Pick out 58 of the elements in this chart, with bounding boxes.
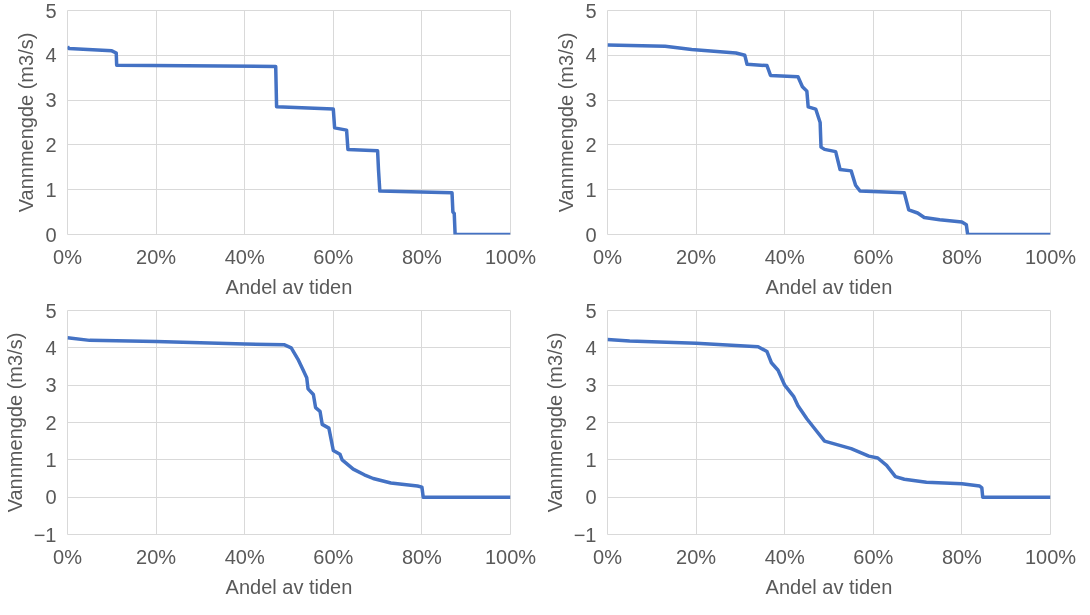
x-tick-label: 60% [313,545,354,568]
x-tick-label: 80% [941,545,983,568]
y-tick-label: 5 [45,299,57,322]
y-tick-label: 0 [585,223,597,246]
x-axis-title: Andel av tiden [225,275,353,298]
y-tick-label: 2 [45,411,57,434]
y-axis-title: Vannmengde (m3/s) [543,332,566,513]
x-axis-title: Andel av tiden [765,575,893,598]
y-tick-label: −1 [33,523,57,546]
x-tick-label: 100% [484,245,537,268]
x-tick-label: 0% [593,545,623,568]
y-tick-label: 1 [45,178,57,201]
y-tick-label: 1 [45,448,57,471]
y-tick-label: 3 [45,374,57,397]
x-tick-label: 80% [941,245,983,268]
x-tick-label: 20% [136,545,177,568]
y-tick-label: 0 [45,486,57,509]
x-tick-label: 100% [1024,245,1077,268]
y-tick-label: 4 [45,44,57,67]
x-tick-label: 60% [853,245,894,268]
y-tick-label: 4 [45,336,57,359]
x-tick-label: 20% [136,245,177,268]
y-tick-label: −1 [573,523,597,546]
y-tick-label: 0 [585,486,597,509]
x-tick-label: 20% [676,245,717,268]
y-tick-label: 0 [45,223,57,246]
y-tick-label: 5 [585,299,597,322]
x-tick-label: 100% [1024,545,1077,568]
y-tick-label: 5 [585,0,597,22]
x-tick-label: 20% [676,545,717,568]
y-axis-title: Vannmengde (m3/s) [3,332,26,513]
y-axis-title: Vannmengde (m3/s) [15,32,38,213]
y-tick-label: 5 [45,0,57,22]
x-tick-label: 0% [593,245,623,268]
y-tick-label: 1 [585,178,597,201]
y-tick-label: 3 [585,89,597,112]
y-tick-label: 3 [585,374,597,397]
x-tick-label: 100% [484,545,537,568]
x-tick-label: 80% [401,545,443,568]
x-tick-label: 40% [764,245,805,268]
y-tick-label: 2 [585,133,597,156]
y-tick-label: 1 [585,448,597,471]
x-tick-label: 60% [313,245,354,268]
y-tick-label: 4 [585,44,597,67]
y-tick-label: 4 [585,336,597,359]
x-axis-title: Andel av tiden [765,275,893,298]
y-tick-label: 2 [585,411,597,434]
x-axis-title: Andel av tiden [225,575,353,598]
x-tick-label: 40% [224,545,265,568]
y-tick-label: 2 [45,133,57,156]
y-tick-label: 3 [45,89,57,112]
x-tick-label: 0% [53,245,83,268]
x-tick-label: 40% [224,245,265,268]
x-tick-label: 40% [764,545,805,568]
x-tick-label: 80% [401,245,443,268]
x-tick-label: 0% [53,545,83,568]
x-tick-label: 60% [853,545,894,568]
y-axis-title: Vannmengde (m3/s) [555,32,578,213]
